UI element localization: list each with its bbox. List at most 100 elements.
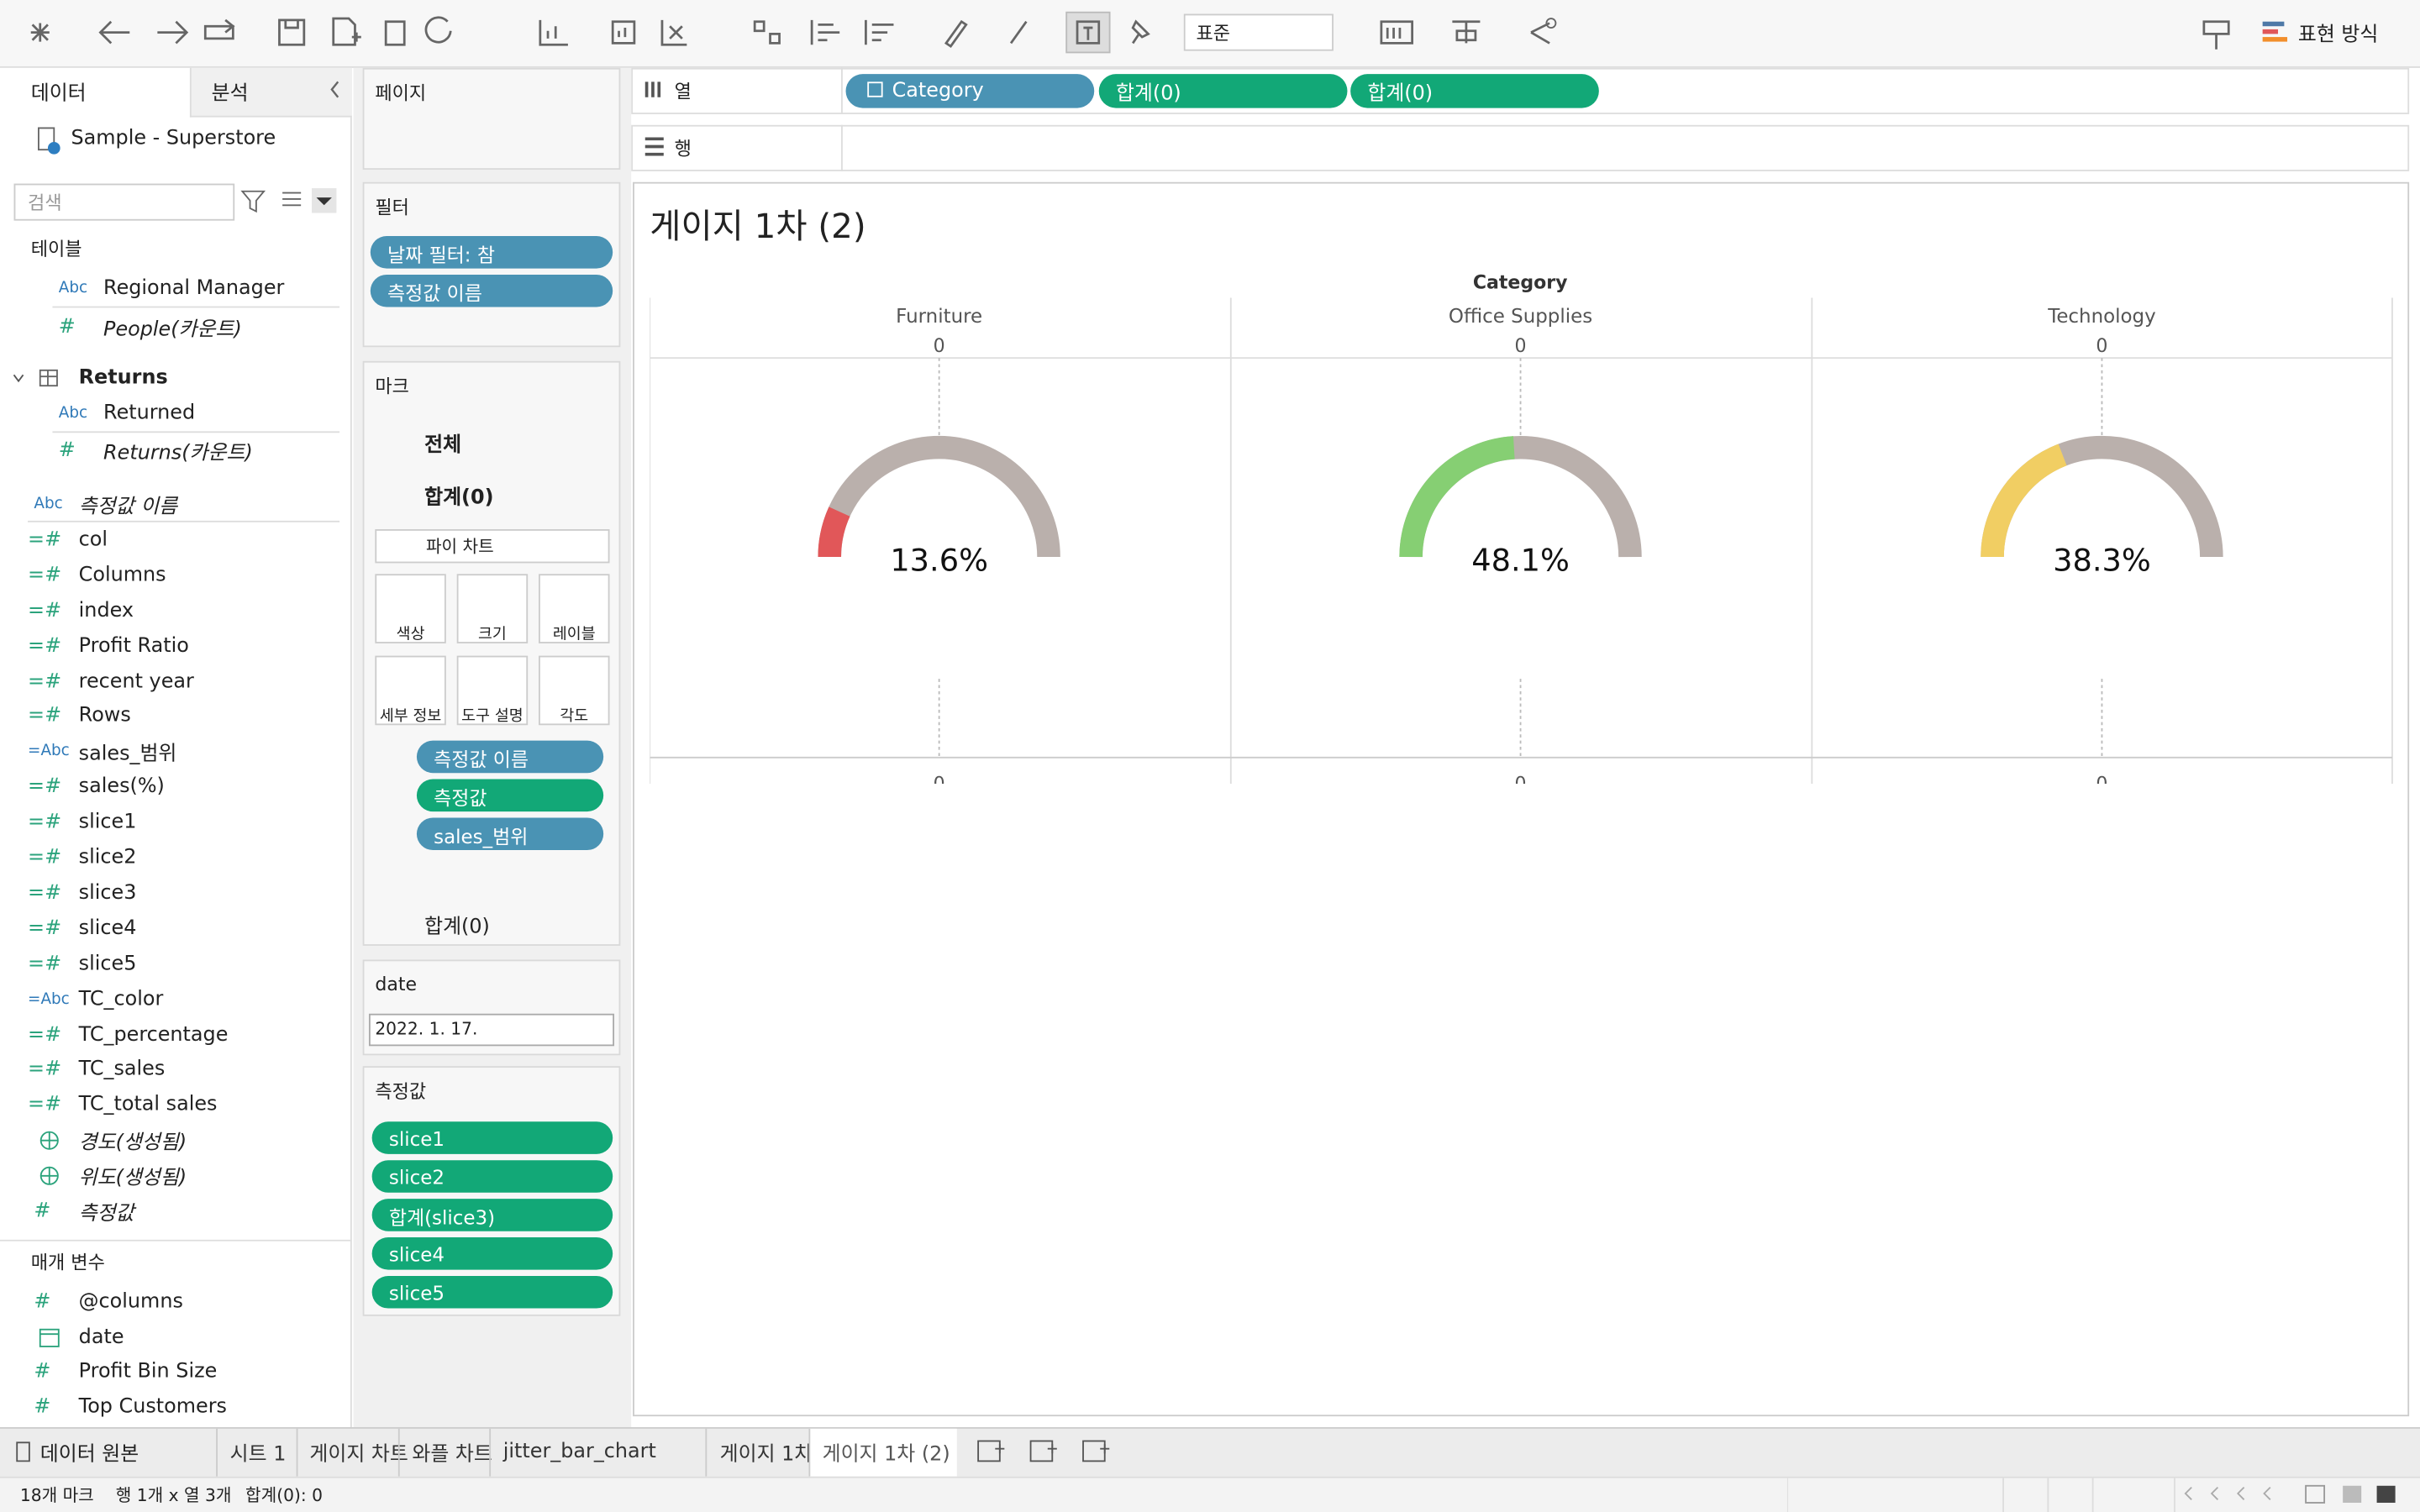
pill-text: 날짜 필터: 참	[387, 242, 495, 265]
column-pill[interactable]	[1350, 74, 1599, 108]
mark-type-dropdown[interactable]	[375, 529, 610, 564]
sheet-tab[interactable]	[216, 1428, 296, 1477]
button-label: 레이블	[552, 626, 596, 643]
field-type-icon: =#	[28, 1022, 62, 1047]
marks-all[interactable]: 전체	[424, 434, 462, 458]
analytics-tab-bg	[189, 67, 352, 118]
field-name[interactable]: Columns	[78, 563, 166, 587]
mark-property-button[interactable]	[539, 574, 610, 643]
sheet-tab-label: 게이지 차트	[309, 1443, 408, 1467]
field-type-icon: =#	[28, 775, 62, 799]
field-name[interactable]: TC_color	[78, 987, 164, 1011]
section-label: 테이블	[30, 238, 82, 260]
table-name[interactable]: Returns	[78, 366, 168, 390]
pill[interactable]	[370, 274, 613, 307]
gauge-value-arc	[818, 507, 850, 558]
marks-sum[interactable]: 합계(0)	[424, 486, 494, 511]
field-name[interactable]: col	[78, 528, 108, 552]
mark-property-button[interactable]	[375, 655, 446, 726]
field-name[interactable]: sales_범위	[78, 743, 177, 767]
field-name[interactable]: 측정값	[78, 1202, 134, 1226]
sheet-tab[interactable]	[489, 1428, 706, 1477]
field-name[interactable]: recent year	[78, 669, 194, 693]
field-name[interactable]: date	[78, 1326, 124, 1349]
field-type-icon: =#	[28, 528, 62, 552]
mark-property-button[interactable]	[456, 574, 529, 643]
marks-sum-2[interactable]: 합계(0)	[424, 916, 490, 939]
field-name[interactable]: 측정값 이름	[78, 496, 178, 520]
sheet-tab[interactable]	[295, 1428, 398, 1477]
pill[interactable]	[371, 1160, 613, 1193]
presentation-button	[1452, 20, 1481, 44]
mark-property-button[interactable]	[456, 655, 529, 726]
field-name[interactable]: TC_percentage	[78, 1022, 229, 1047]
pill[interactable]	[371, 1275, 613, 1309]
field-name[interactable]: slice4	[78, 916, 137, 941]
pill[interactable]	[371, 1237, 613, 1270]
pill[interactable]	[371, 1121, 613, 1154]
tab-icons	[16, 1440, 1110, 1462]
field-name[interactable]: People(카운트)	[103, 318, 242, 342]
rows-label: 행	[674, 138, 692, 160]
data-pane	[0, 67, 352, 1427]
datasource-tab[interactable]: 데이터 원본	[39, 1443, 139, 1467]
sheet-tab[interactable]	[397, 1428, 489, 1477]
pill[interactable]	[416, 740, 604, 774]
mark-type-text: 파이 차트	[425, 537, 494, 558]
column-pill[interactable]	[1098, 74, 1348, 108]
axis-label: 0	[934, 774, 945, 784]
field-name[interactable]: Rows	[78, 705, 131, 728]
layout-dropdown[interactable]	[1183, 13, 1334, 51]
mark-property-button[interactable]	[539, 655, 610, 726]
field-name[interactable]: index	[78, 598, 134, 622]
analytics-tab[interactable]: 분석	[211, 82, 249, 106]
search-placeholder: 검색	[28, 192, 62, 214]
field-name[interactable]: sales(%)	[78, 775, 165, 799]
pill[interactable]	[416, 779, 604, 812]
pill[interactable]	[370, 236, 613, 269]
field-name[interactable]: 위도(생성됨)	[78, 1167, 187, 1191]
sheet-tab[interactable]	[706, 1428, 808, 1477]
field-name[interactable]: slice2	[78, 846, 137, 869]
status-text: 합계(0): 0	[245, 1485, 323, 1506]
sheet-tab-label: 시트 1	[229, 1443, 287, 1467]
field-name[interactable]: TC_sales	[78, 1058, 166, 1082]
column-header: Furniture	[896, 306, 982, 328]
datasource-name[interactable]: Sample - Superstore	[71, 127, 276, 151]
field-name[interactable]: Returned	[103, 402, 196, 426]
field-name[interactable]: slice1	[78, 811, 137, 834]
field-name[interactable]: 경도(생성됨)	[78, 1131, 187, 1156]
back-button	[98, 20, 130, 45]
group-button	[1009, 20, 1028, 45]
field-type-icon: =Abc	[28, 990, 70, 1008]
status-bar	[0, 1476, 2420, 1512]
sheet-tab[interactable]	[808, 1428, 957, 1477]
sheet-tab-label: 게이지 1차 (2)	[822, 1443, 950, 1467]
nav-button	[2184, 1486, 2192, 1500]
pill[interactable]	[371, 1199, 613, 1231]
field-name[interactable]: Profit Ratio	[78, 634, 189, 658]
field-name[interactable]: TC_total sales	[78, 1093, 218, 1117]
pill[interactable]	[416, 817, 604, 851]
button-label: 세부 정보	[379, 708, 442, 726]
field-name[interactable]: Profit Bin Size	[78, 1360, 218, 1384]
sheet-tab-label: jitter_bar_chart	[502, 1440, 656, 1464]
status-text: 18개 마크	[19, 1485, 94, 1506]
field-name[interactable]: Top Customers	[78, 1395, 228, 1420]
list-view	[2343, 1485, 2362, 1503]
date-input[interactable]	[368, 1013, 615, 1047]
column-pill[interactable]	[845, 74, 1095, 108]
view	[633, 181, 2410, 1417]
field-name[interactable]: Regional Manager	[103, 276, 285, 301]
axis-label: 0	[2096, 336, 2107, 357]
field-name[interactable]: @columns	[78, 1290, 183, 1314]
field-name[interactable]: Returns(카운트)	[103, 442, 253, 465]
field-type-icon: Abc	[58, 405, 88, 423]
field-name[interactable]: slice5	[78, 952, 137, 976]
field-name[interactable]: slice3	[78, 881, 137, 906]
show-me-button[interactable]: 표현 방식	[2297, 24, 2379, 48]
data-tab[interactable]: 데이터	[30, 82, 87, 106]
gauge-value-label: 38.3%	[2053, 543, 2151, 579]
mark-property-button[interactable]	[375, 574, 446, 643]
search-box[interactable]	[13, 183, 235, 221]
